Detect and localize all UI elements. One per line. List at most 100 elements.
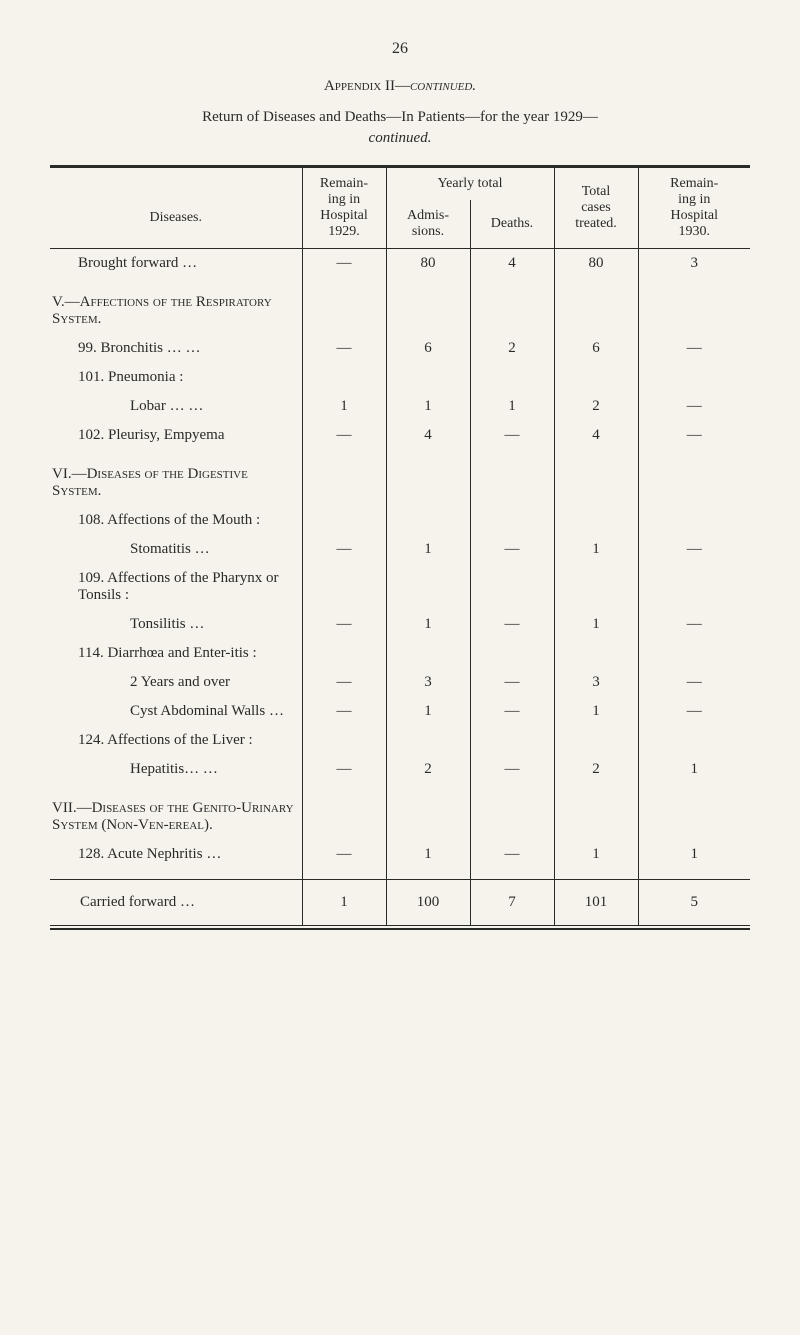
cell-total: 1 bbox=[554, 840, 638, 869]
cell-remain2 bbox=[638, 726, 750, 755]
table-row: 108. Affections of the Mouth : bbox=[50, 506, 750, 535]
disease-label: Stomatitis … bbox=[50, 535, 302, 564]
cell-remain bbox=[302, 506, 386, 535]
header-diseases: Diseases. bbox=[50, 168, 302, 249]
cell-remain: — bbox=[302, 610, 386, 639]
table-row: Lobar … …1112— bbox=[50, 392, 750, 421]
cell-admis bbox=[386, 726, 470, 755]
cell-admis: 3 bbox=[386, 668, 470, 697]
cell-admis bbox=[386, 506, 470, 535]
cell-deaths: — bbox=[470, 535, 554, 564]
cell-remain2 bbox=[638, 363, 750, 392]
cell-total bbox=[554, 726, 638, 755]
disease-label: 128. Acute Nephritis … bbox=[50, 840, 302, 869]
cell-admis bbox=[386, 363, 470, 392]
table-row: 99. Bronchitis … …—626— bbox=[50, 334, 750, 363]
cell-deaths bbox=[470, 506, 554, 535]
cell-admis bbox=[386, 639, 470, 668]
cell-deaths bbox=[470, 639, 554, 668]
cell-remain2: — bbox=[638, 668, 750, 697]
cell-remain: — bbox=[302, 249, 386, 279]
carried-forward-remain: 1 bbox=[302, 880, 386, 926]
cell-total bbox=[554, 564, 638, 610]
cell-remain2 bbox=[638, 639, 750, 668]
cell-admis bbox=[386, 794, 470, 840]
cell-total bbox=[554, 639, 638, 668]
table-row: Cyst Abdominal Walls …—1—1— bbox=[50, 697, 750, 726]
cell-total bbox=[554, 288, 638, 334]
cell-remain2: — bbox=[638, 392, 750, 421]
cell-total: 6 bbox=[554, 334, 638, 363]
cell-total bbox=[554, 363, 638, 392]
cell-remain: — bbox=[302, 697, 386, 726]
cell-remain bbox=[302, 794, 386, 840]
cell-admis: 1 bbox=[386, 697, 470, 726]
table-row: Brought forward …—804803 bbox=[50, 249, 750, 279]
cell-remain2 bbox=[638, 564, 750, 610]
disease-label: Tonsilitis … bbox=[50, 610, 302, 639]
cell-deaths: 4 bbox=[470, 249, 554, 279]
cell-remain2: — bbox=[638, 334, 750, 363]
header-yearly-total: Yearly total bbox=[386, 168, 554, 200]
header-deaths: Deaths. bbox=[470, 200, 554, 249]
cell-remain2 bbox=[638, 460, 750, 506]
cell-remain2: 1 bbox=[638, 755, 750, 784]
cell-remain2: — bbox=[638, 697, 750, 726]
disease-label: VII.—Diseases of the Genito-Urinary Syst… bbox=[50, 794, 302, 840]
cell-admis: 1 bbox=[386, 535, 470, 564]
disease-label: 124. Affections of the Liver : bbox=[50, 726, 302, 755]
disease-label: 109. Affections of the Pharynx or Tonsil… bbox=[50, 564, 302, 610]
carried-forward-deaths: 7 bbox=[470, 880, 554, 926]
disease-label: VI.—Diseases of the Digestive System. bbox=[50, 460, 302, 506]
table-row: 101. Pneumonia : bbox=[50, 363, 750, 392]
cell-deaths bbox=[470, 726, 554, 755]
page-number: 26 bbox=[50, 40, 750, 58]
cell-deaths: — bbox=[470, 610, 554, 639]
table-row bbox=[50, 278, 750, 288]
disease-label: 108. Affections of the Mouth : bbox=[50, 506, 302, 535]
diseases-table: Diseases. Remain- ing in Hospital 1929. … bbox=[50, 168, 750, 925]
cell-remain2: — bbox=[638, 535, 750, 564]
cell-remain: — bbox=[302, 421, 386, 450]
appendix-title-text: Appendix II— bbox=[324, 78, 410, 94]
cell-remain2: 1 bbox=[638, 840, 750, 869]
subtitle: Return of Diseases and Deaths—In Patient… bbox=[50, 109, 750, 126]
cell-remain2: — bbox=[638, 610, 750, 639]
cell-total: 3 bbox=[554, 668, 638, 697]
cell-admis bbox=[386, 460, 470, 506]
cell-total: 1 bbox=[554, 535, 638, 564]
cell-admis bbox=[386, 288, 470, 334]
cell-deaths: — bbox=[470, 421, 554, 450]
cell-total: 2 bbox=[554, 755, 638, 784]
appendix-title: Appendix II—continued. bbox=[50, 78, 750, 95]
cell-deaths: — bbox=[470, 755, 554, 784]
carried-forward-row: Carried forward … 1 100 7 101 5 bbox=[50, 880, 750, 926]
table-row: Stomatitis …—1—1— bbox=[50, 535, 750, 564]
cell-total: 1 bbox=[554, 697, 638, 726]
table-row: Tonsilitis …—1—1— bbox=[50, 610, 750, 639]
cell-total bbox=[554, 460, 638, 506]
header-admissions: Admis- sions. bbox=[386, 200, 470, 249]
cell-remain bbox=[302, 288, 386, 334]
cell-remain: — bbox=[302, 755, 386, 784]
table-row bbox=[50, 869, 750, 880]
cell-remain: — bbox=[302, 334, 386, 363]
carried-forward-label: Carried forward … bbox=[50, 880, 302, 926]
cell-admis: 1 bbox=[386, 840, 470, 869]
cell-total bbox=[554, 794, 638, 840]
disease-label: 101. Pneumonia : bbox=[50, 363, 302, 392]
table-row: 128. Acute Nephritis …—1—11 bbox=[50, 840, 750, 869]
cell-deaths bbox=[470, 794, 554, 840]
cell-remain bbox=[302, 363, 386, 392]
cell-deaths: — bbox=[470, 697, 554, 726]
disease-label: 102. Pleurisy, Empyema bbox=[50, 421, 302, 450]
cell-remain bbox=[302, 639, 386, 668]
cell-deaths: — bbox=[470, 668, 554, 697]
table-row: Hepatitis… …—2—21 bbox=[50, 755, 750, 784]
disease-label: V.—Affections of the Respiratory System. bbox=[50, 288, 302, 334]
cell-total: 1 bbox=[554, 610, 638, 639]
cell-remain bbox=[302, 726, 386, 755]
cell-deaths bbox=[470, 460, 554, 506]
table-row: V.—Affections of the Respiratory System. bbox=[50, 288, 750, 334]
cell-admis: 1 bbox=[386, 610, 470, 639]
